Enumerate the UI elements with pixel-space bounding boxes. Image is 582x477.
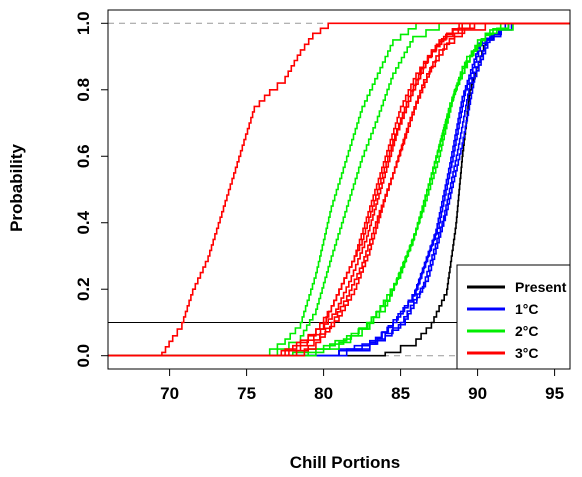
- plot-area: [107, 9, 571, 370]
- x-tick-label: 70: [160, 384, 179, 403]
- series-line-5: [108, 22, 570, 357]
- x-tick-label: 95: [545, 384, 564, 403]
- series-line-8: [108, 22, 570, 357]
- y-axis: 0.0 0.2 0.4 0.6 0.8 1.0: [74, 11, 108, 368]
- y-tick-label: 1.0: [74, 11, 93, 35]
- y-tick-label: 0.6: [74, 144, 93, 168]
- y-tick-label: 0.2: [74, 277, 93, 301]
- y-tick-label: 0.4: [74, 210, 93, 234]
- x-tick-label: 80: [314, 384, 333, 403]
- series-line-11: [108, 22, 570, 357]
- legend-label: 3°C: [515, 345, 539, 361]
- plot-frame: [107, 9, 571, 370]
- x-axis-title: Chill Portions: [290, 453, 401, 472]
- series-line-14: [108, 22, 570, 357]
- series-line-15: [108, 22, 570, 357]
- series-line-16: [108, 22, 570, 357]
- y-tick-label: 0.0: [74, 344, 93, 368]
- legend: Present 1°C 2°C 3°C: [456, 264, 571, 370]
- x-axis: 70 75 80 85 90 95: [160, 369, 564, 403]
- x-tick-label: 75: [237, 384, 256, 403]
- series-line-10: [108, 22, 570, 357]
- legend-label: 1°C: [515, 301, 539, 317]
- x-tick-label: 85: [391, 384, 410, 403]
- legend-label: Present: [515, 279, 567, 295]
- legend-label: 2°C: [515, 323, 539, 339]
- x-tick-label: 90: [468, 384, 487, 403]
- series-line-9: [108, 22, 570, 357]
- y-axis-title: Probability: [7, 144, 26, 232]
- y-tick-label: 0.8: [74, 78, 93, 102]
- series-line-4: [108, 22, 570, 357]
